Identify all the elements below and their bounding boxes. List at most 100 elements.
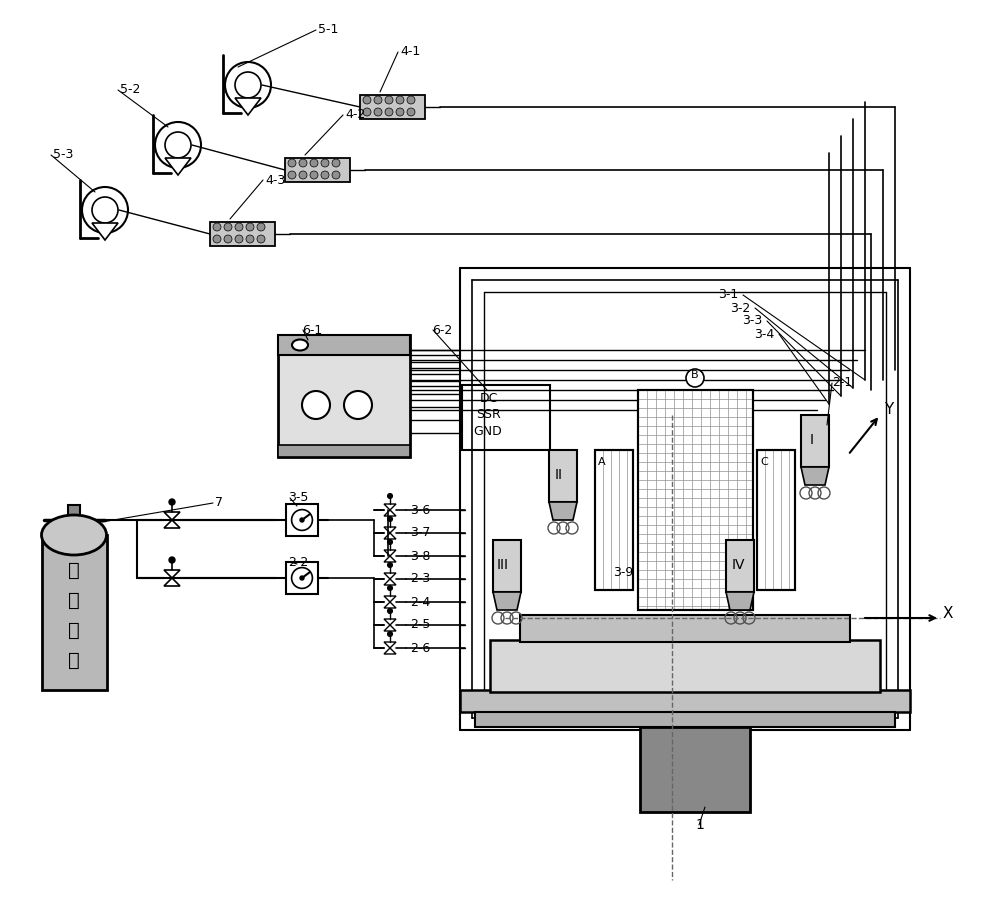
Text: 2-6: 2-6 (410, 642, 430, 655)
Circle shape (374, 96, 382, 104)
Circle shape (155, 122, 201, 168)
Text: 2-2: 2-2 (288, 555, 308, 569)
Text: 惰: 惰 (68, 561, 80, 580)
Bar (638, 390, 753, 610)
Circle shape (388, 609, 392, 613)
Circle shape (299, 159, 307, 167)
Text: 3-9: 3-9 (613, 565, 633, 578)
Circle shape (388, 516, 392, 522)
Polygon shape (164, 570, 180, 578)
Circle shape (288, 171, 296, 179)
Text: 2-1: 2-1 (832, 376, 852, 389)
Text: 6-1: 6-1 (302, 324, 322, 337)
Bar (42, 535, 107, 690)
Polygon shape (384, 527, 396, 533)
Bar (595, 450, 633, 590)
Polygon shape (384, 619, 396, 625)
Polygon shape (384, 533, 396, 539)
Bar (278, 445, 410, 457)
Text: 5-2: 5-2 (120, 84, 140, 97)
Text: 5-1: 5-1 (318, 23, 338, 37)
Circle shape (385, 96, 393, 104)
Text: 3-6: 3-6 (410, 503, 430, 516)
Text: II: II (555, 468, 563, 482)
Circle shape (300, 518, 304, 522)
Bar (286, 504, 318, 536)
Circle shape (310, 159, 318, 167)
Text: I: I (810, 433, 814, 447)
Circle shape (169, 499, 175, 505)
Polygon shape (92, 223, 118, 240)
Circle shape (388, 539, 392, 545)
Text: A: A (598, 457, 606, 467)
Bar (360, 95, 425, 119)
Polygon shape (384, 550, 396, 556)
Circle shape (363, 96, 371, 104)
Bar (726, 540, 754, 592)
Polygon shape (384, 510, 396, 516)
Bar (460, 690, 910, 712)
Ellipse shape (42, 515, 106, 555)
Bar (286, 562, 318, 594)
Circle shape (235, 72, 261, 98)
Bar (462, 385, 550, 450)
Circle shape (213, 223, 221, 231)
Text: 6-2: 6-2 (432, 324, 452, 337)
Circle shape (686, 369, 704, 387)
Circle shape (332, 159, 340, 167)
Polygon shape (726, 592, 754, 610)
Circle shape (225, 62, 271, 108)
Circle shape (332, 171, 340, 179)
Text: DC: DC (480, 393, 498, 406)
Text: GND: GND (473, 425, 502, 439)
Bar (68, 505, 80, 537)
Polygon shape (549, 502, 577, 520)
Text: 4-3: 4-3 (265, 173, 285, 186)
Polygon shape (384, 648, 396, 654)
Polygon shape (164, 520, 180, 528)
Bar (490, 640, 880, 692)
Text: C: C (760, 457, 768, 467)
Circle shape (288, 159, 296, 167)
Circle shape (92, 197, 118, 223)
Bar (549, 450, 577, 502)
Circle shape (82, 187, 128, 233)
Circle shape (310, 171, 318, 179)
Bar (285, 158, 350, 182)
Circle shape (407, 108, 415, 116)
Text: X: X (943, 607, 954, 621)
Text: 2-3: 2-3 (410, 573, 430, 585)
Circle shape (235, 223, 243, 231)
Text: IV: IV (732, 558, 746, 572)
Circle shape (321, 159, 329, 167)
Bar (493, 540, 521, 592)
Circle shape (321, 171, 329, 179)
Circle shape (292, 510, 312, 530)
Polygon shape (801, 467, 829, 485)
Bar (638, 390, 753, 610)
Circle shape (224, 223, 232, 231)
Circle shape (385, 108, 393, 116)
Bar (475, 712, 895, 727)
Circle shape (388, 562, 392, 568)
Polygon shape (164, 512, 180, 520)
Circle shape (302, 391, 330, 419)
Circle shape (300, 576, 304, 580)
Polygon shape (384, 573, 396, 579)
Bar (757, 450, 795, 590)
Polygon shape (384, 504, 396, 510)
Text: III: III (497, 558, 509, 572)
Text: 5-3: 5-3 (53, 148, 73, 161)
Text: 2-5: 2-5 (410, 619, 430, 632)
Circle shape (165, 132, 191, 158)
Circle shape (344, 391, 372, 419)
Bar (640, 727, 750, 812)
Text: 体: 体 (68, 651, 80, 669)
Bar (801, 415, 829, 467)
Polygon shape (164, 578, 180, 586)
Text: 1: 1 (695, 818, 704, 832)
Circle shape (396, 108, 404, 116)
Text: 3-7: 3-7 (410, 526, 430, 539)
Circle shape (169, 557, 175, 563)
Circle shape (246, 235, 254, 243)
